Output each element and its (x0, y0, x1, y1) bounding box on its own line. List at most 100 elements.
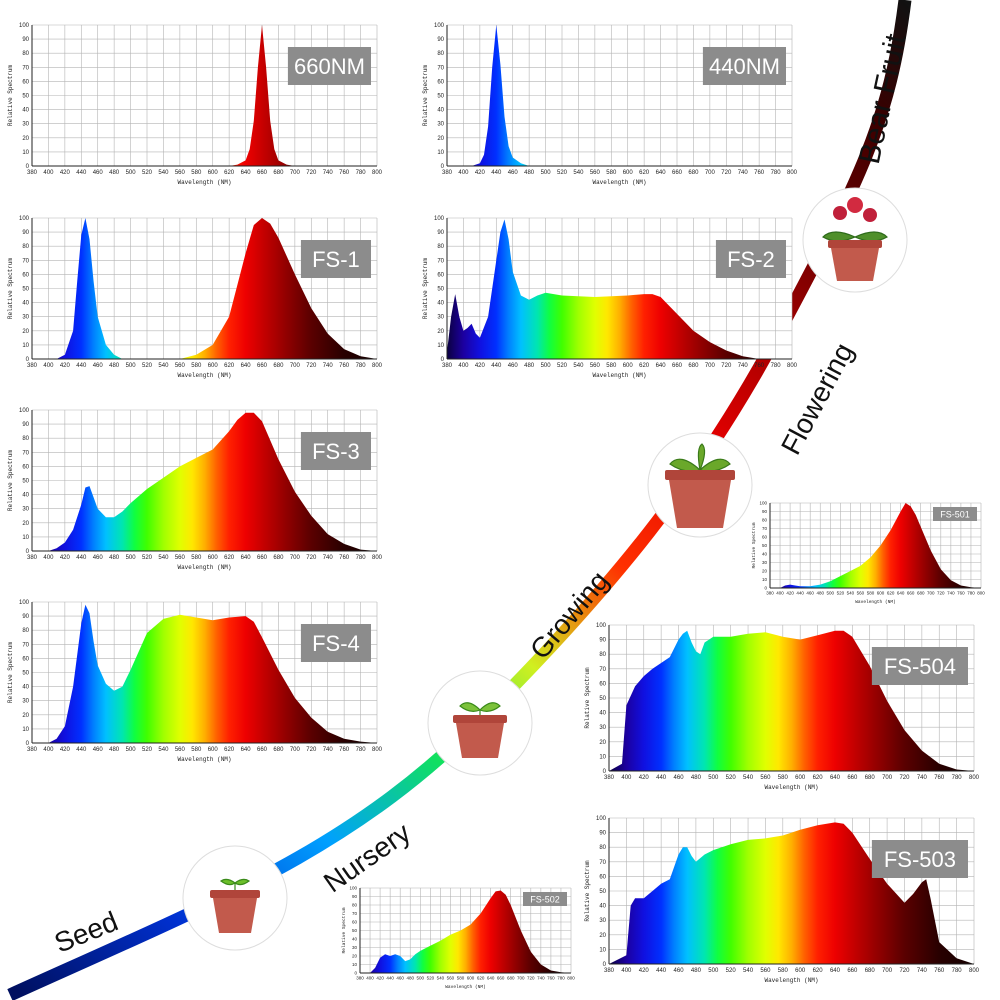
x-tick-label: 380 (356, 976, 364, 981)
y-tick-label: 100 (596, 623, 607, 629)
pot-seed-illustration (182, 845, 288, 951)
y-tick-label: 10 (22, 150, 29, 156)
x-tick-label: 620 (813, 775, 824, 781)
x-tick-label: 780 (356, 170, 367, 176)
chart-fs-4: 380 400 420 440 460 480 500 520 540 560 580 600 620 6… (5, 592, 390, 777)
x-tick-label: 720 (306, 170, 317, 176)
y-tick-label: 70 (599, 667, 606, 673)
x-tick-label: 540 (437, 976, 445, 981)
y-axis-title: Relative Spectrum (422, 65, 429, 127)
x-tick-label: 660 (497, 976, 505, 981)
x-tick-label: 560 (175, 170, 186, 176)
x-tick-label: 680 (917, 591, 925, 596)
y-tick-label: 20 (437, 329, 444, 335)
x-tick-label: 600 (208, 555, 219, 561)
x-tick-label: 440 (491, 363, 502, 369)
x-tick-label: 620 (224, 363, 235, 369)
y-tick-label: 40 (762, 552, 768, 557)
x-tick-label: 540 (158, 747, 169, 753)
x-axis-title: Wavelength (NM) (177, 756, 231, 763)
x-tick-label: 760 (339, 555, 350, 561)
x-tick-label: 780 (557, 976, 565, 981)
x-tick-label: 800 (969, 775, 980, 781)
y-tick-label: 30 (22, 315, 29, 321)
x-tick-label: 740 (323, 555, 334, 561)
x-tick-label: 480 (691, 775, 702, 781)
x-tick-label: 420 (376, 976, 384, 981)
x-tick-label: 560 (590, 363, 601, 369)
x-tick-label: 760 (754, 363, 765, 369)
y-tick-label: 30 (599, 725, 606, 731)
y-axis-title: Relative Spectrum (584, 860, 591, 922)
x-tick-label: 520 (726, 775, 737, 781)
x-tick-label: 740 (738, 363, 749, 369)
x-tick-label: 640 (830, 968, 841, 974)
x-tick-label: 460 (508, 170, 519, 176)
x-tick-label: 620 (477, 976, 485, 981)
x-tick-label: 660 (847, 968, 858, 974)
y-tick-label: 0 (26, 164, 30, 170)
y-tick-label: 20 (22, 329, 29, 335)
y-tick-label: 80 (599, 845, 606, 851)
x-tick-label: 600 (208, 747, 219, 753)
y-tick-label: 50 (22, 94, 29, 100)
y-tick-label: 90 (599, 638, 606, 644)
y-tick-label: 70 (762, 526, 768, 531)
y-tick-label: 90 (22, 37, 29, 43)
x-tick-label: 380 (766, 591, 774, 596)
x-tick-label: 420 (475, 170, 486, 176)
x-tick-label: 440 (796, 591, 804, 596)
chart-label: FS-504 (884, 654, 956, 679)
x-tick-label: 480 (109, 747, 120, 753)
y-tick-label: 80 (437, 51, 444, 57)
x-tick-label: 620 (887, 591, 895, 596)
x-tick-label: 720 (721, 363, 732, 369)
x-tick-label: 440 (76, 363, 87, 369)
y-tick-label: 60 (22, 79, 29, 85)
x-tick-label: 380 (604, 968, 615, 974)
x-tick-label: 460 (674, 968, 685, 974)
spectrum-chart-svg: 380 400 420 440 460 480 500 520 540 560 580 600 620 6… (422, 216, 798, 379)
x-tick-label: 720 (937, 591, 945, 596)
y-tick-label: 40 (22, 108, 29, 114)
chart-label: FS-503 (884, 847, 956, 872)
x-tick-label: 760 (339, 363, 350, 369)
y-tick-label: 60 (437, 79, 444, 85)
x-tick-label: 400 (43, 170, 54, 176)
x-tick-label: 520 (142, 747, 153, 753)
x-tick-label: 500 (126, 170, 137, 176)
x-tick-label: 560 (175, 747, 186, 753)
chart-label: FS-1 (312, 247, 360, 272)
pot-rim (665, 470, 735, 480)
x-axis-title: Wavelength (NM) (855, 599, 896, 605)
x-tick-label: 660 (847, 775, 858, 781)
chart-fs-3: 380 400 420 440 460 480 500 520 540 560 580 600 620 6… (5, 400, 390, 585)
y-tick-label: 100 (19, 408, 30, 414)
y-axis-title: Relative Spectrum (7, 450, 14, 512)
pot-rim (828, 240, 882, 248)
x-tick-label: 480 (109, 363, 120, 369)
spectrum-area (370, 890, 571, 973)
chart-label-box (933, 507, 977, 521)
x-tick-label: 700 (290, 747, 301, 753)
x-tick-label: 440 (656, 775, 667, 781)
y-tick-label: 60 (22, 272, 29, 278)
x-tick-label: 700 (882, 968, 893, 974)
chart-fs-504: 380 400 420 440 460 480 500 520 540 560 580 600 620 6… (582, 615, 987, 805)
spectrum-area (48, 412, 378, 551)
y-tick-label: 80 (22, 244, 29, 250)
x-tick-label: 660 (257, 747, 268, 753)
y-tick-label: 30 (22, 699, 29, 705)
y-tick-label: 100 (19, 216, 30, 222)
y-tick-label: 90 (22, 230, 29, 236)
chart-label: FS-502 (530, 895, 560, 905)
x-tick-label: 380 (27, 363, 38, 369)
x-tick-label: 620 (224, 170, 235, 176)
y-tick-label: 90 (762, 509, 768, 514)
x-tick-label: 780 (771, 170, 782, 176)
x-tick-label: 580 (191, 747, 202, 753)
x-tick-label: 500 (708, 968, 719, 974)
x-tick-label: 420 (60, 555, 71, 561)
y-axis-title: Relative Spectrum (341, 907, 347, 953)
y-tick-label: 0 (26, 357, 30, 363)
